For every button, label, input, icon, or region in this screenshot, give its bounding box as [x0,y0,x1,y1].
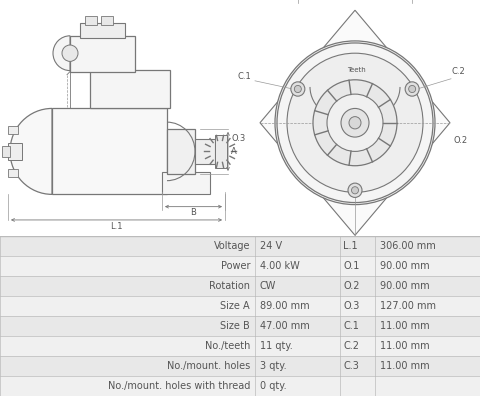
Circle shape [327,94,383,151]
Text: Power: Power [220,261,250,271]
Circle shape [349,116,361,129]
Text: Voltage: Voltage [214,241,250,251]
Text: 11.00 mm: 11.00 mm [380,321,430,331]
Text: A: A [231,147,237,156]
Text: O.2: O.2 [453,136,467,145]
Bar [85,16,97,25]
Circle shape [62,45,78,61]
Bar [70,36,135,72]
Bar [101,16,113,25]
Text: 11.00 mm: 11.00 mm [380,361,430,371]
Text: CW: CW [260,281,276,291]
Text: O.3: O.3 [343,301,360,311]
Text: L.1: L.1 [343,241,358,251]
Bar [52,109,167,194]
Circle shape [294,86,301,93]
Text: 47.00 mm: 47.00 mm [260,321,310,331]
Text: C.2: C.2 [452,67,466,76]
Bar [0,316,480,336]
Text: 11 qty.: 11 qty. [260,341,293,351]
Text: 3 qty.: 3 qty. [260,361,287,371]
Bar [0,356,480,376]
Text: L.1: L.1 [110,222,123,231]
Circle shape [291,82,305,96]
Text: 0 qty.: 0 qty. [260,381,287,391]
Text: No./mount. holes with thread: No./mount. holes with thread [108,381,250,391]
Text: C.1: C.1 [238,72,252,81]
Circle shape [341,109,369,137]
Circle shape [405,82,419,96]
Text: O.3: O.3 [232,134,246,143]
Bar [0,276,480,296]
Text: No./mount. holes: No./mount. holes [167,361,250,371]
Text: Teeth: Teeth [347,67,366,72]
Text: 90.00 mm: 90.00 mm [380,261,430,271]
Bar [195,139,215,164]
Text: 4.00 kW: 4.00 kW [260,261,300,271]
Text: C.1: C.1 [343,321,359,331]
Bar [8,126,18,134]
Bar [0,296,480,316]
Circle shape [287,53,423,192]
Bar [167,129,195,174]
Bar [215,135,227,168]
Text: 127.00 mm: 127.00 mm [380,301,436,311]
Circle shape [275,41,435,205]
Bar [2,146,10,156]
Bar [80,23,125,38]
Bar [8,169,18,177]
Bar [8,143,22,160]
Text: 90.00 mm: 90.00 mm [380,281,430,291]
Polygon shape [260,10,450,235]
Text: C.3: C.3 [343,361,359,371]
Text: Size A: Size A [220,301,250,311]
Circle shape [313,80,397,166]
Circle shape [348,183,362,198]
Text: 11.00 mm: 11.00 mm [380,341,430,351]
Text: 89.00 mm: 89.00 mm [260,301,310,311]
Bar [90,70,170,109]
Text: O.2: O.2 [343,281,360,291]
Bar [0,336,480,356]
Circle shape [277,43,433,202]
Wedge shape [10,109,52,194]
Polygon shape [293,86,417,196]
Bar [0,376,480,396]
Wedge shape [53,36,70,70]
Bar [162,172,210,194]
Text: O.1: O.1 [343,261,360,271]
Text: C.3: C.3 [340,238,354,248]
Text: Rotation: Rotation [209,281,250,291]
Text: B: B [191,208,196,217]
Bar [0,256,480,276]
Text: 306.00 mm: 306.00 mm [380,241,436,251]
Circle shape [351,187,359,194]
Text: 24 V: 24 V [260,241,282,251]
Text: C.2: C.2 [343,341,359,351]
Text: No./teeth: No./teeth [204,341,250,351]
Bar [0,236,480,256]
Text: Size B: Size B [220,321,250,331]
Circle shape [408,86,416,93]
